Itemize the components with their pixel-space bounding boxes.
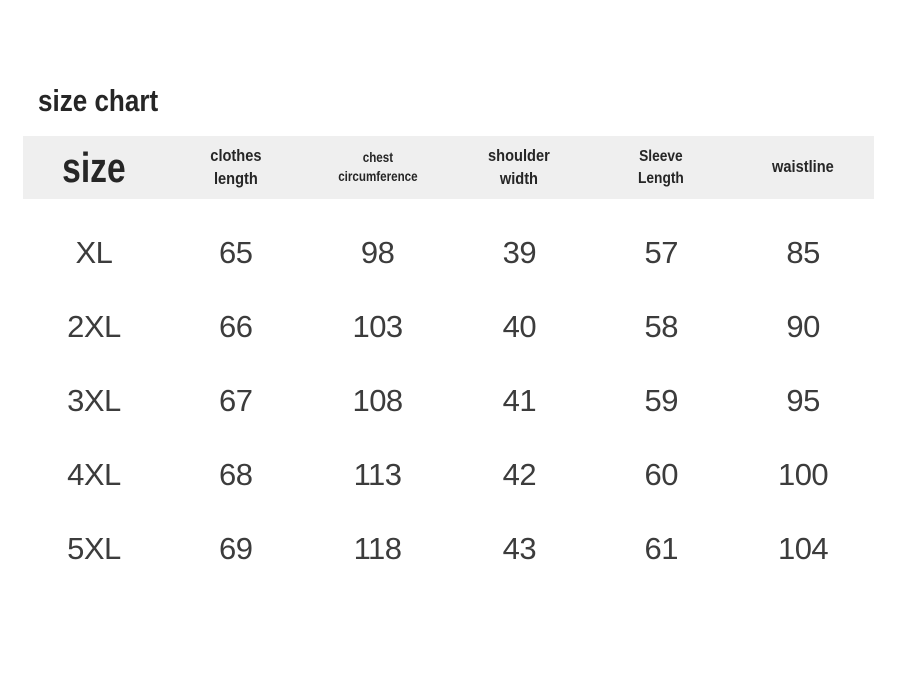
sleeve-length-value: 60 [644,457,679,492]
size-label: XL [75,235,113,270]
chest-circumference-value: 103 [352,309,403,344]
shoulder-width-value: 39 [502,235,537,270]
clothes-length-value: 69 [219,531,253,566]
waistline-value: 90 [786,309,820,344]
shoulder-width-value: 42 [502,457,537,492]
table-header-row: size clothes length chest circumference … [23,136,874,199]
shoulder-width-value: 43 [502,531,537,566]
clothes-length-value: 68 [219,457,253,492]
header-waistline: waistline [772,157,834,177]
sleeve-length-value: 57 [644,235,679,270]
chest-circumference-value: 108 [352,383,403,418]
table-row: 4XL 68 113 42 60 100 [23,438,874,512]
table-row: XL 65 98 39 57 85 [23,216,874,290]
waistline-value: 85 [786,235,820,270]
header-chest-circumference: chest circumference [337,150,418,184]
shoulder-width-value: 41 [502,383,537,418]
header-clothes-length: clothes length [210,145,262,188]
header-sleeve-length: Sleeve Length [638,147,685,187]
sleeve-length-value: 58 [644,309,679,344]
waistline-value: 104 [777,531,829,566]
waistline-value: 100 [777,457,829,492]
chest-circumference-value: 113 [353,457,402,492]
chest-circumference-value: 98 [360,235,395,270]
header-size-label: size [62,143,126,191]
size-label: 3XL [67,383,121,418]
shoulder-width-value: 40 [502,309,537,344]
sleeve-length-value: 61 [644,531,679,566]
header-size: size [37,143,150,191]
sleeve-length-value: 59 [644,383,679,418]
table-body: XL 65 98 39 57 85 2XL 66 103 40 58 90 3X… [23,216,874,586]
header-shoulder-width: shoulder width [488,145,551,188]
size-label: 4XL [67,457,121,492]
clothes-length-value: 67 [219,383,253,418]
clothes-length-value: 66 [219,309,253,344]
size-label: 5XL [67,531,121,566]
size-table: size clothes length chest circumference … [23,136,874,586]
table-row: 3XL 67 108 41 59 95 [23,364,874,438]
table-row: 2XL 66 103 40 58 90 [23,290,874,364]
chest-circumference-value: 118 [353,531,402,566]
size-label: 2XL [67,309,121,344]
waistline-value: 95 [786,383,820,418]
page-title: size chart [38,83,159,118]
clothes-length-value: 65 [219,235,253,270]
table-row: 5XL 69 118 43 61 104 [23,512,874,586]
